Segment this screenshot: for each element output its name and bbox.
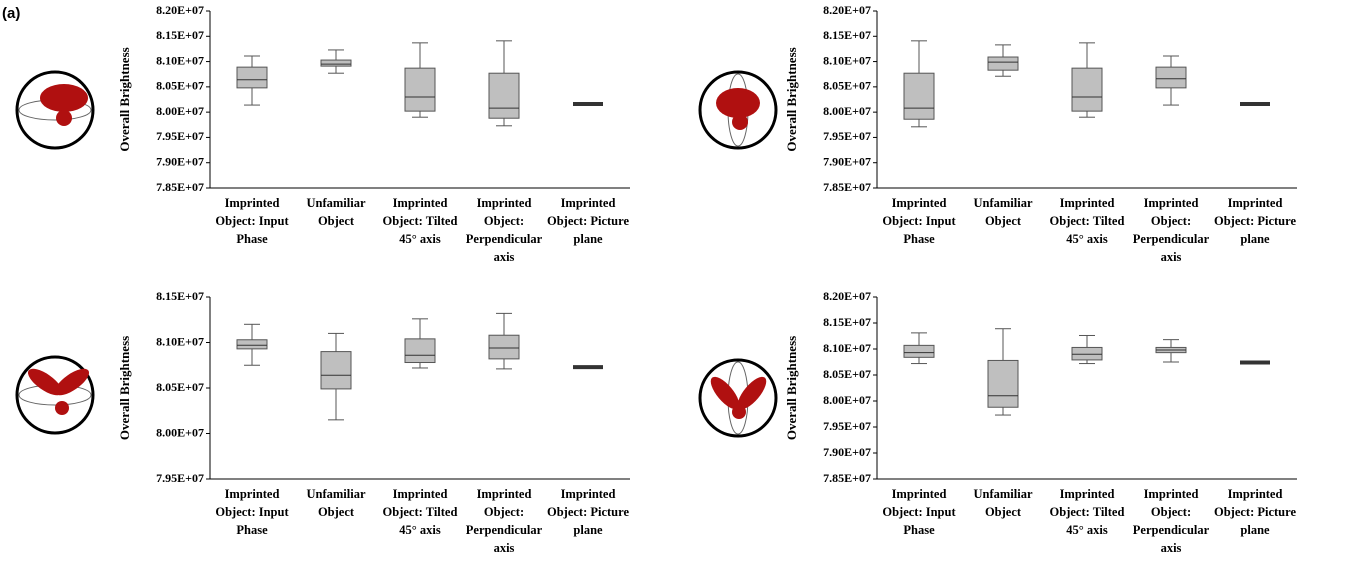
- panel-label: (a): [2, 5, 20, 22]
- y-tick-label: 8.10E+07: [156, 334, 204, 348]
- x-tick-label: Imprinted Object: Picture plane: [1210, 485, 1300, 539]
- y-tick-label: 7.95E+07: [156, 129, 204, 143]
- y-tick-label: 7.90E+07: [156, 154, 204, 168]
- y-tick-label: 8.20E+07: [823, 289, 871, 303]
- icon-horizontal-rotation-2: [17, 357, 93, 433]
- x-label-box: Unfamiliar Object: [958, 485, 1048, 565]
- x-tick-label: Unfamiliar Object: [291, 194, 381, 230]
- y-tick-label: 8.00E+07: [156, 425, 204, 439]
- x-tick-label: Imprinted Object: Picture plane: [1210, 194, 1300, 248]
- x-label-box: Unfamiliar Object: [291, 485, 381, 565]
- x-label-box: Imprinted Object: Picture plane: [543, 194, 633, 274]
- x-tick-label: Imprinted Object: Input Phase: [207, 194, 297, 248]
- y-tick-label: 8.20E+07: [823, 3, 871, 17]
- y-tick-label: 8.10E+07: [156, 53, 204, 67]
- x-label-box: Imprinted Object: Input Phase: [874, 194, 964, 274]
- y-tick-label: 8.10E+07: [823, 341, 871, 355]
- box: [489, 335, 519, 359]
- box: [1156, 67, 1186, 88]
- x-tick-label: Imprinted Object: Picture plane: [543, 194, 633, 248]
- y-tick-label: 8.05E+07: [823, 79, 871, 93]
- x-tick-label: Unfamiliar Object: [291, 485, 381, 521]
- box: [321, 60, 351, 66]
- x-label-box: Unfamiliar Object: [291, 194, 381, 274]
- y-tick-label: 8.05E+07: [823, 367, 871, 381]
- box: [321, 352, 351, 389]
- box: [1072, 347, 1102, 359]
- x-label-box: Imprinted Object: Picture plane: [1210, 485, 1300, 565]
- y-tick-label: 7.85E+07: [823, 180, 871, 194]
- y-tick-label: 8.15E+07: [156, 289, 204, 303]
- x-label-box: Imprinted Object: Tilted 45° axis: [375, 194, 465, 274]
- box: [237, 340, 267, 349]
- x-label-box: Imprinted Object: Input Phase: [207, 485, 297, 565]
- x-tick-label: Imprinted Object: Input Phase: [207, 485, 297, 539]
- x-label-box: Imprinted Object: Tilted 45° axis: [1042, 194, 1132, 274]
- x-tick-label: Imprinted Object: Tilted 45° axis: [1042, 194, 1132, 248]
- x-tick-label: Imprinted Object: Perpendicular axis: [459, 485, 549, 557]
- x-label-box: Imprinted Object: Input Phase: [207, 194, 297, 274]
- y-tick-label: 7.95E+07: [156, 471, 204, 485]
- y-tick-label: 8.00E+07: [823, 393, 871, 407]
- x-label-box: Imprinted Object: Perpendicular axis: [459, 194, 549, 274]
- x-tick-label: Imprinted Object: Tilted 45° axis: [375, 194, 465, 248]
- y-tick-label: 8.15E+07: [823, 28, 871, 42]
- x-tick-label: Imprinted Object: Perpendicular axis: [1126, 194, 1216, 266]
- x-tick-label: Imprinted Object: Tilted 45° axis: [1042, 485, 1132, 539]
- y-tick-label: 8.15E+07: [156, 28, 204, 42]
- box: [405, 68, 435, 111]
- box: [405, 339, 435, 363]
- y-tick-label: 8.15E+07: [823, 315, 871, 329]
- y-tick-label: 7.90E+07: [823, 445, 871, 459]
- y-axis-label: Overall Brightness: [117, 47, 132, 151]
- y-tick-label: 8.20E+07: [156, 3, 204, 17]
- x-tick-label: Imprinted Object: Input Phase: [874, 194, 964, 248]
- x-label-box: Imprinted Object: Perpendicular axis: [1126, 194, 1216, 274]
- x-tick-label: Imprinted Object: Perpendicular axis: [1126, 485, 1216, 557]
- x-label-box: Imprinted Object: Picture plane: [1210, 194, 1300, 274]
- x-label-box: Imprinted Object: Perpendicular axis: [1126, 485, 1216, 565]
- x-tick-label: Imprinted Object: Perpendicular axis: [459, 194, 549, 266]
- icon-vertical-rotation: [700, 72, 776, 148]
- y-tick-label: 7.95E+07: [823, 419, 871, 433]
- box: [1072, 68, 1102, 111]
- x-label-box: Imprinted Object: Tilted 45° axis: [375, 485, 465, 565]
- box: [988, 57, 1018, 70]
- figure: (a) 7.85E+07 7.90E+07 7.95E+07 8.00E+07 8.05…: [0, 0, 1347, 565]
- x-label-box: Imprinted Object: Perpendicular axis: [459, 485, 549, 565]
- y-tick-label: 8.05E+07: [156, 380, 204, 394]
- box: [489, 73, 519, 118]
- y-tick-label: 8.00E+07: [823, 104, 871, 118]
- x-label-box: Imprinted Object: Tilted 45° axis: [1042, 485, 1132, 565]
- box: [237, 67, 267, 88]
- x-tick-label: Imprinted Object: Picture plane: [543, 485, 633, 539]
- box: [988, 360, 1018, 407]
- x-tick-label: Unfamiliar Object: [958, 485, 1048, 521]
- y-tick-label: 8.00E+07: [156, 104, 204, 118]
- y-axis-label: Overall Brightness: [784, 336, 799, 440]
- x-label-box: Imprinted Object: Input Phase: [874, 485, 964, 565]
- x-tick-label: Unfamiliar Object: [958, 194, 1048, 230]
- y-tick-label: 7.85E+07: [156, 180, 204, 194]
- x-label-box: Imprinted Object: Picture plane: [543, 485, 633, 565]
- y-tick-label: 8.10E+07: [823, 53, 871, 67]
- x-tick-label: Imprinted Object: Tilted 45° axis: [375, 485, 465, 539]
- icon-horizontal-rotation: [17, 72, 93, 148]
- icon-vertical-rotation-2: [700, 360, 776, 436]
- y-tick-label: 7.90E+07: [823, 154, 871, 168]
- box: [904, 73, 934, 119]
- y-tick-label: 8.05E+07: [156, 79, 204, 93]
- x-tick-label: Imprinted Object: Input Phase: [874, 485, 964, 539]
- y-axis-label: Overall Brightness: [784, 47, 799, 151]
- y-tick-label: 7.95E+07: [823, 129, 871, 143]
- y-tick-label: 7.85E+07: [823, 471, 871, 485]
- x-label-box: Unfamiliar Object: [958, 194, 1048, 274]
- y-axis-label: Overall Brightness: [117, 336, 132, 440]
- box: [904, 345, 934, 357]
